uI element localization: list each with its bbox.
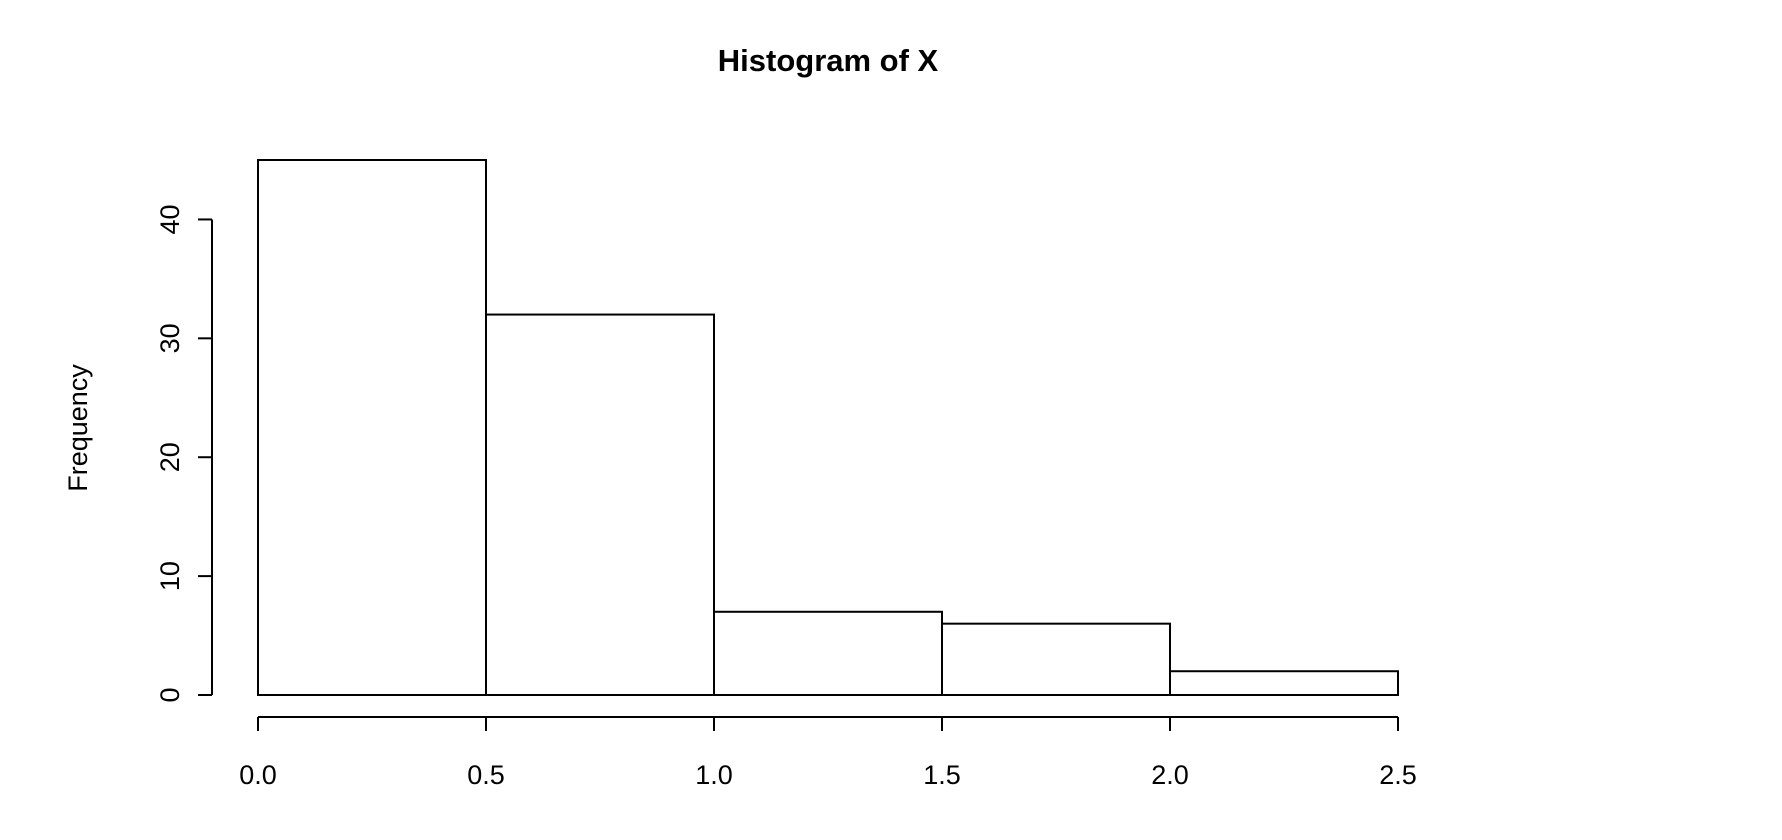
x-tick-label: 1.0 [695, 760, 733, 790]
x-tick-label: 0.5 [467, 760, 505, 790]
bar [257, 159, 487, 696]
y-tick-label: 40 [155, 204, 185, 234]
x-tick-label: 1.5 [923, 760, 961, 790]
y-axis-label: Frequency [63, 364, 93, 492]
y-tick-label: 20 [155, 442, 185, 472]
bar [713, 610, 943, 696]
x-tick-label: 2.5 [1379, 760, 1417, 790]
y-tick-label: 0 [155, 687, 185, 702]
bar [485, 313, 715, 696]
x-tick-label: 0.0 [239, 760, 277, 790]
x-tick-label: 2.0 [1151, 760, 1189, 790]
y-tick-label: 10 [155, 561, 185, 591]
y-tick-label: 30 [155, 323, 185, 353]
bar [941, 622, 1171, 697]
bar [1169, 670, 1399, 697]
chart-title: Histogram of X [718, 43, 939, 78]
